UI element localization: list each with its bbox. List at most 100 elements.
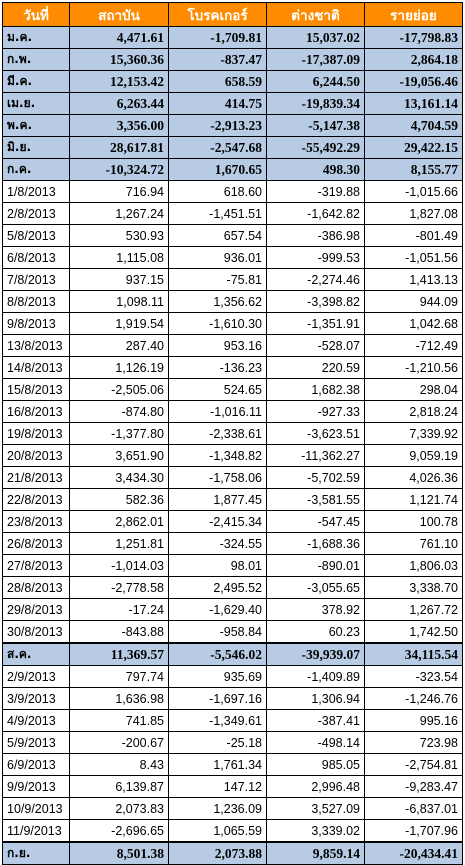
cell-retail: 723.98 xyxy=(364,731,463,754)
table-row: 10/9/2013 2,073.83 1,236.09 3,527.09 -6,837.… xyxy=(2,797,463,820)
table-row: 26/8/2013 1,251.81 -324.55 -1,688.36 761.10 xyxy=(2,532,463,555)
cell-retail: 1,742.50 xyxy=(364,620,463,644)
cell-retail: 100.78 xyxy=(364,510,463,533)
cell-institution: 15,360.36 xyxy=(69,48,169,71)
cell-foreign: -11,362.27 xyxy=(266,444,365,467)
cell-date: 26/8/2013 xyxy=(2,532,70,555)
cell-institution: 530.93 xyxy=(69,224,169,247)
cell-broker: -2,338.61 xyxy=(168,422,267,445)
cell-institution: 1,919.54 xyxy=(69,312,169,335)
cell-date: ก.ย. xyxy=(2,841,70,865)
cell-date: 10/9/2013 xyxy=(2,797,70,820)
monthly-summary-row: เม.ย. 6,263.44 414.75 -19,839.34 13,161.14 xyxy=(2,92,463,115)
table-row: 30/8/2013 -843.88 -958.84 60.23 1,742.50 xyxy=(2,620,463,644)
cell-foreign: 3,527.09 xyxy=(266,797,365,820)
cell-foreign: -3,581.55 xyxy=(266,488,365,511)
cell-foreign: -3,055.65 xyxy=(266,576,365,599)
cell-retail: -1,246.76 xyxy=(364,687,463,710)
cell-foreign: -498.14 xyxy=(266,731,365,754)
table-row: 3/9/2013 1,636.98 -1,697.16 1,306.94 -1,246.… xyxy=(2,687,463,710)
cell-institution: 741.85 xyxy=(69,709,169,732)
cell-foreign: -547.45 xyxy=(266,510,365,533)
cell-retail: 34,115.54 xyxy=(364,642,463,666)
cell-retail: 1,806.03 xyxy=(364,554,463,577)
cell-foreign: -319.88 xyxy=(266,180,365,203)
cell-date: 5/9/2013 xyxy=(2,731,70,754)
cell-broker: 1,356.62 xyxy=(168,290,267,313)
cell-broker: 1,236.09 xyxy=(168,797,267,820)
cell-retail: -712.49 xyxy=(364,334,463,357)
cell-retail: 3,338.70 xyxy=(364,576,463,599)
cell-date: เม.ย. xyxy=(2,92,70,115)
cell-broker: -25.18 xyxy=(168,731,267,754)
cell-retail: 1,042.68 xyxy=(364,312,463,335)
table-row: 11/9/2013 -2,696.65 1,065.59 3,339.02 -1,707… xyxy=(2,819,463,843)
cell-date: 13/8/2013 xyxy=(2,334,70,357)
cell-date: 9/8/2013 xyxy=(2,312,70,335)
cell-broker: 657.54 xyxy=(168,224,267,247)
table-row: 1/8/2013 716.94 618.60 -319.88 -1,015.66 xyxy=(2,180,463,203)
header-row: วันที่ สถาบัน โบรคเกอร์ ต่างชาติ รายย่อย xyxy=(2,2,463,27)
cell-date: พ.ค. xyxy=(2,114,70,137)
table-row: 2/8/2013 1,267.24 -1,451.51 -1,642.82 1,827.… xyxy=(2,202,463,225)
cell-institution: 3,356.00 xyxy=(69,114,169,137)
cell-broker: -837.47 xyxy=(168,48,267,71)
cell-institution: 12,153.42 xyxy=(69,70,169,93)
cell-broker: -5,546.02 xyxy=(168,642,267,666)
cell-date: 22/8/2013 xyxy=(2,488,70,511)
header-retail: รายย่อย xyxy=(364,2,463,27)
cell-broker: 936.01 xyxy=(168,246,267,269)
cell-retail: 2,818.24 xyxy=(364,400,463,423)
cell-date: 16/8/2013 xyxy=(2,400,70,423)
monthly-summary-row: ก.พ. 15,360.36 -837.47 -17,387.09 2,864.18 xyxy=(2,48,463,71)
monthly-summary-row: ก.ย. 8,501.38 2,073.88 9,859.14 -20,434.41 xyxy=(2,841,463,865)
cell-foreign: 2,996.48 xyxy=(266,775,365,798)
cell-date: มิ.ย. xyxy=(2,136,70,159)
table-row: 21/8/2013 3,434.30 -1,758.06 -5,702.59 4,026… xyxy=(2,466,463,489)
table-row: 27/8/2013 -1,014.03 98.01 -890.01 1,806.03 xyxy=(2,554,463,577)
cell-date: 6/8/2013 xyxy=(2,246,70,269)
cell-broker: 953.16 xyxy=(168,334,267,357)
cell-foreign: 1,682.38 xyxy=(266,378,365,401)
cell-broker: -1,610.30 xyxy=(168,312,267,335)
table-row: 15/8/2013 -2,505.06 524.65 1,682.38 298.04 xyxy=(2,378,463,401)
cell-broker: -1,758.06 xyxy=(168,466,267,489)
table-row: 20/8/2013 3,651.90 -1,348.82 -11,362.27 9,05… xyxy=(2,444,463,467)
cell-broker: 2,495.52 xyxy=(168,576,267,599)
cell-institution: 3,434.30 xyxy=(69,466,169,489)
cell-foreign: -528.07 xyxy=(266,334,365,357)
cell-institution: -1,377.80 xyxy=(69,422,169,445)
cell-broker: -1,697.16 xyxy=(168,687,267,710)
cell-retail: 2,864.18 xyxy=(364,48,463,71)
cell-broker: 1,670.65 xyxy=(168,158,267,181)
cell-retail: 1,413.13 xyxy=(364,268,463,291)
table-row: 9/8/2013 1,919.54 -1,610.30 -1,351.91 1,042.… xyxy=(2,312,463,335)
cell-broker: -2,547.68 xyxy=(168,136,267,159)
table-row: 5/8/2013 530.93 657.54 -386.98 -801.49 xyxy=(2,224,463,247)
cell-date: 30/8/2013 xyxy=(2,620,70,644)
cell-foreign: -1,409.89 xyxy=(266,665,365,688)
cell-date: 14/8/2013 xyxy=(2,356,70,379)
cell-institution: 287.40 xyxy=(69,334,169,357)
cell-retail: -9,283.47 xyxy=(364,775,463,798)
cell-institution: -843.88 xyxy=(69,620,169,644)
cell-retail: 298.04 xyxy=(364,378,463,401)
cell-institution: 2,862.01 xyxy=(69,510,169,533)
monthly-summary-row: ส.ค. 11,369.57 -5,546.02 -39,939.07 34,115.5… xyxy=(2,642,463,666)
cell-foreign: -1,351.91 xyxy=(266,312,365,335)
cell-broker: -1,349.61 xyxy=(168,709,267,732)
cell-foreign: 15,037.02 xyxy=(266,26,365,49)
cell-date: 28/8/2013 xyxy=(2,576,70,599)
cell-foreign: -1,688.36 xyxy=(266,532,365,555)
table-row: 5/9/2013 -200.67 -25.18 -498.14 723.98 xyxy=(2,731,463,754)
cell-foreign: 1,306.94 xyxy=(266,687,365,710)
cell-retail: -323.54 xyxy=(364,665,463,688)
cell-broker: -75.81 xyxy=(168,268,267,291)
cell-broker: 1,877.45 xyxy=(168,488,267,511)
cell-institution: 8,501.38 xyxy=(69,841,169,865)
cell-foreign: -890.01 xyxy=(266,554,365,577)
cell-institution: -1,014.03 xyxy=(69,554,169,577)
cell-date: ม.ค. xyxy=(2,26,70,49)
cell-retail: 13,161.14 xyxy=(364,92,463,115)
